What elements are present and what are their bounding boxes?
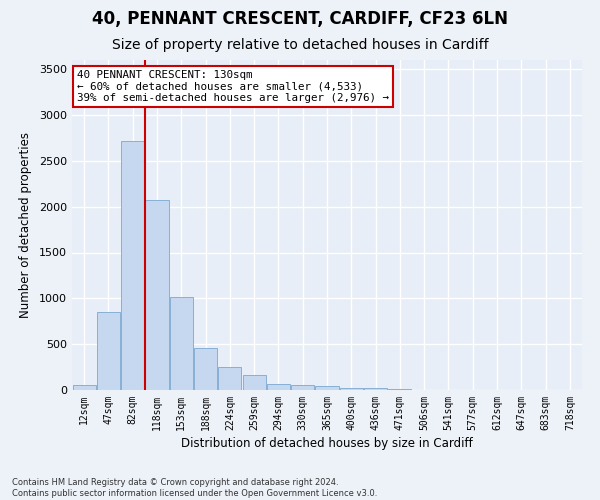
Bar — [242, 376, 266, 390]
Bar — [340, 388, 363, 390]
X-axis label: Distribution of detached houses by size in Cardiff: Distribution of detached houses by size … — [181, 437, 473, 450]
Bar — [267, 384, 290, 390]
Bar — [316, 386, 338, 390]
Text: Contains HM Land Registry data © Crown copyright and database right 2024.
Contai: Contains HM Land Registry data © Crown c… — [12, 478, 377, 498]
Bar — [97, 312, 120, 390]
Text: 40 PENNANT CRESCENT: 130sqm
← 60% of detached houses are smaller (4,533)
39% of : 40 PENNANT CRESCENT: 130sqm ← 60% of det… — [77, 70, 389, 103]
Bar — [121, 140, 144, 390]
Bar — [291, 386, 314, 390]
Text: Size of property relative to detached houses in Cardiff: Size of property relative to detached ho… — [112, 38, 488, 52]
Bar — [145, 200, 169, 390]
Bar — [364, 388, 387, 390]
Bar — [170, 298, 193, 390]
Bar — [73, 384, 95, 390]
Bar — [218, 367, 241, 390]
Bar — [388, 388, 412, 390]
Bar — [194, 348, 217, 390]
Y-axis label: Number of detached properties: Number of detached properties — [19, 132, 32, 318]
Text: 40, PENNANT CRESCENT, CARDIFF, CF23 6LN: 40, PENNANT CRESCENT, CARDIFF, CF23 6LN — [92, 10, 508, 28]
